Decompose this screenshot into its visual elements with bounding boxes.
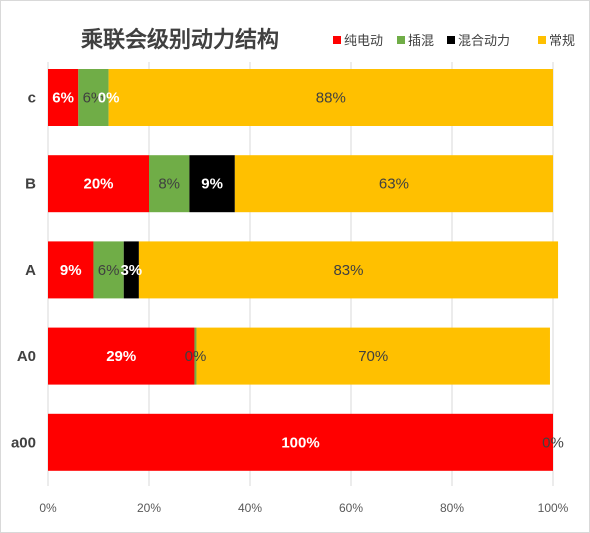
data-label: 20% bbox=[83, 176, 113, 193]
legend-swatch bbox=[538, 36, 546, 44]
data-label: 0% bbox=[98, 90, 120, 107]
y-tick-label: A bbox=[25, 262, 36, 279]
bar-segment bbox=[196, 327, 550, 385]
legend-label: 混合动力 bbox=[458, 34, 510, 49]
x-tick-label: 20% bbox=[137, 501, 161, 515]
bar-segment bbox=[234, 155, 553, 213]
y-tick-label: B bbox=[25, 176, 36, 193]
legend: 纯电动 插混 混合动力 常规 bbox=[333, 34, 575, 49]
bar-segment bbox=[93, 241, 124, 299]
data-label: 3% bbox=[120, 262, 142, 279]
bars bbox=[48, 69, 559, 471]
legend-swatch bbox=[397, 36, 405, 44]
bar-segment bbox=[48, 241, 94, 299]
bar-segment bbox=[189, 155, 235, 213]
x-axis: 0% 20% 40% 60% 80% 100% bbox=[39, 501, 568, 515]
data-label: 8% bbox=[158, 176, 180, 193]
x-tick-label: 60% bbox=[339, 501, 363, 515]
bar-segment bbox=[138, 241, 559, 299]
x-tick-label: 80% bbox=[440, 501, 464, 515]
data-label: 100% bbox=[281, 434, 319, 451]
data-label: 29% bbox=[106, 348, 136, 365]
legend-label: 插混 bbox=[408, 34, 434, 49]
legend-label: 常规 bbox=[549, 34, 575, 49]
bar-segment bbox=[194, 327, 197, 385]
bar-segment bbox=[48, 155, 149, 213]
bar-segment bbox=[149, 155, 190, 213]
y-tick-label: a00 bbox=[11, 434, 36, 451]
data-label: 9% bbox=[201, 176, 223, 193]
x-tick-label: 40% bbox=[238, 501, 262, 515]
y-tick-label: A0 bbox=[17, 348, 36, 365]
data-label: 63% bbox=[379, 176, 409, 193]
bar-segment bbox=[48, 69, 79, 126]
bar-segment bbox=[123, 241, 139, 299]
y-tick-label: c bbox=[28, 90, 36, 107]
data-label: 70% bbox=[358, 348, 388, 365]
bar-segment bbox=[78, 69, 109, 126]
bar-segment bbox=[48, 413, 553, 471]
data-labels: 6% 6%0% 88%20% 8% 9% 63%9% 6% 3% 83%29% 0% 70%100%… bbox=[52, 90, 564, 452]
y-axis: c B A A0 a00 bbox=[11, 90, 36, 452]
data-label: 9% bbox=[60, 262, 82, 279]
legend-label: 纯电动 bbox=[344, 34, 383, 49]
data-label: 6% bbox=[98, 262, 120, 279]
bar-segment bbox=[108, 69, 553, 126]
bar-segment bbox=[48, 327, 195, 385]
x-tick-label: 100% bbox=[538, 501, 569, 515]
data-label: 88% bbox=[316, 90, 346, 107]
data-label: 83% bbox=[333, 262, 363, 279]
data-label: 6% bbox=[83, 90, 105, 107]
legend-swatch bbox=[333, 36, 341, 44]
data-label: 0% bbox=[542, 434, 564, 451]
legend-swatch bbox=[447, 36, 455, 44]
data-label: 0% bbox=[185, 348, 207, 365]
x-tick-label: 0% bbox=[39, 501, 57, 515]
chart-title: 乘联会级别动力结构 bbox=[80, 28, 279, 53]
data-label: 6% bbox=[52, 90, 74, 107]
